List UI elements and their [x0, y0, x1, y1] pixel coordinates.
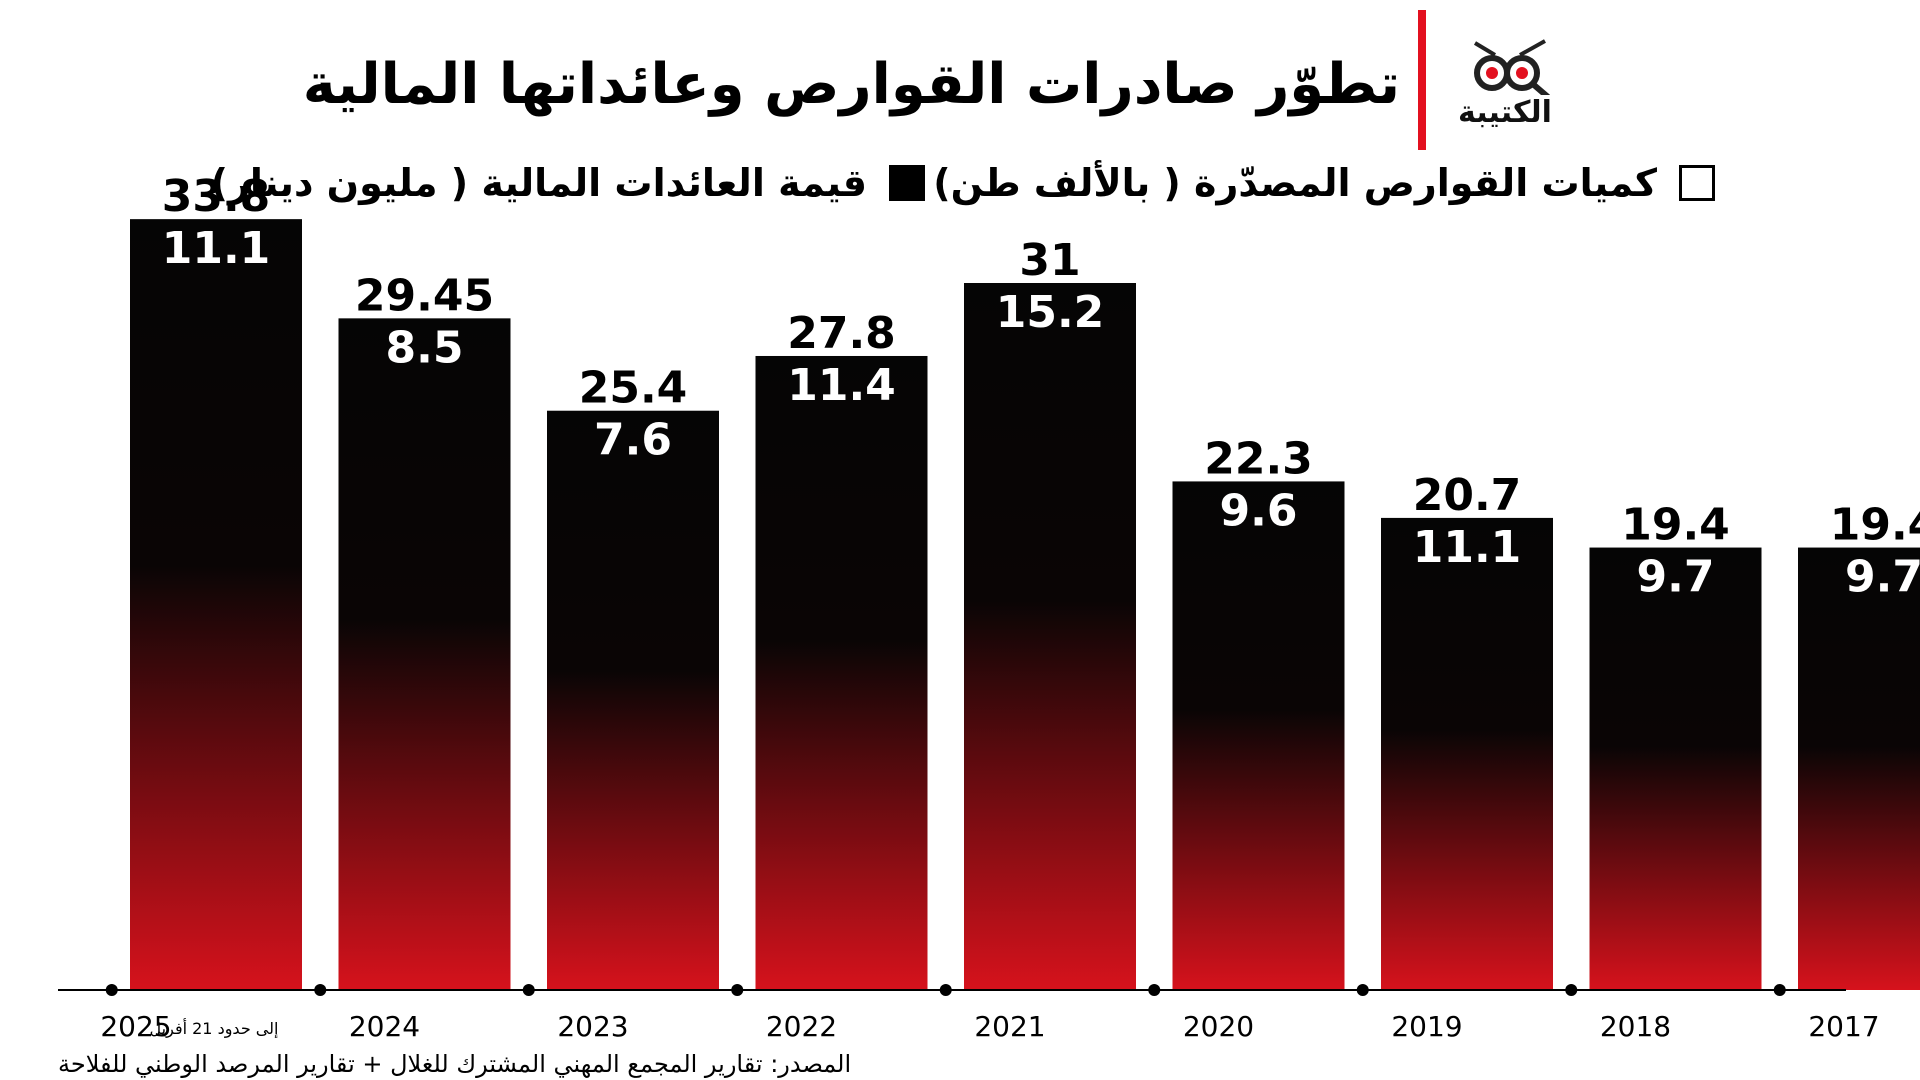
bar-2020 — [1172, 481, 1345, 990]
bar-2018 — [1589, 547, 1762, 990]
revenue-label-2018: 9.7 — [1637, 552, 1715, 603]
axis-tick-dot — [105, 984, 118, 996]
quantity-label-2021: 31 — [1019, 235, 1080, 286]
revenue-label-2017: 9.7 — [1845, 552, 1920, 603]
x-tick-2020: 2020 — [1183, 1010, 1254, 1043]
quantity-label-2020: 22.3 — [1204, 433, 1313, 484]
x-tick-2023: 2023 — [557, 1010, 628, 1043]
axis-tick-dot — [1356, 984, 1369, 996]
x-tick-2022: 2022 — [766, 1010, 837, 1043]
axis-tick-dot — [731, 984, 744, 996]
revenue-label-2020: 9.6 — [1220, 485, 1298, 536]
legend-label-quantity: كميات القوارص المصدّرة ( بالألف طن) — [933, 161, 1657, 205]
bar-2017 — [1798, 547, 1920, 990]
revenue-label-2024: 8.5 — [386, 322, 464, 373]
axis-tick-dot — [1773, 984, 1786, 996]
legend-revenue: قيمة العائدات المالية ( مليون دينار) — [211, 158, 925, 208]
quantity-label-2025: 33.8 — [162, 171, 271, 222]
legend-quantity: كميات القوارص المصدّرة ( بالألف طن) — [933, 158, 1715, 208]
bar-2022 — [755, 355, 928, 990]
legend-swatch-revenue — [889, 165, 925, 201]
chart-title: تطوّر صادرات القوارص وعائداتها المالية — [302, 52, 1400, 117]
quantity-label-2018: 19.4 — [1621, 500, 1730, 551]
quantity-label-2024: 29.45 — [355, 270, 494, 321]
bar-2019 — [1381, 517, 1553, 990]
quantity-label-2017: 19.4 — [1830, 500, 1920, 551]
x-tick-2024: 2024 — [349, 1010, 420, 1043]
x-tick-2017: 2017 — [1808, 1010, 1879, 1043]
quantity-label-2019: 20.7 — [1413, 470, 1522, 521]
category-note: إلى حدود 21 أفريل — [150, 1018, 279, 1039]
axis-tick-dot — [314, 984, 327, 996]
axis-tick-dot — [939, 984, 952, 996]
revenue-label-2025: 11.1 — [162, 223, 271, 274]
bar-2021 — [964, 283, 1136, 990]
revenue-label-2023: 7.6 — [594, 415, 672, 466]
bar-2023 — [547, 410, 719, 990]
quantity-label-2022: 27.8 — [787, 308, 896, 359]
legend-swatch-quantity — [1679, 165, 1715, 201]
revenue-label-2021: 15.2 — [996, 287, 1105, 338]
legend-label-revenue: قيمة العائدات المالية ( مليون دينار) — [210, 161, 867, 205]
source-note: المصدر: تقارير المجمع المهني المشترك للغ… — [58, 1050, 852, 1078]
binoculars-icon — [1473, 39, 1550, 100]
bar-2024 — [338, 318, 511, 991]
logo: الكتيبة — [1440, 35, 1570, 135]
quantity-label-2023: 25.4 — [579, 363, 688, 414]
x-tick-2025: 2025 — [100, 1010, 171, 1043]
axis-tick-dot — [522, 984, 535, 996]
bar-2025 — [130, 219, 302, 990]
revenue-label-2019: 11.1 — [1413, 522, 1522, 573]
x-tick-2019: 2019 — [1391, 1010, 1462, 1043]
x-tick-2021: 2021 — [974, 1010, 1045, 1043]
revenue-label-2022: 11.4 — [787, 360, 896, 411]
logo-text: الكتيبة — [1458, 95, 1552, 130]
axis-tick-dot — [1565, 984, 1578, 996]
title-divider — [1418, 10, 1426, 150]
x-tick-2018: 2018 — [1600, 1010, 1671, 1043]
axis-tick-dot — [1148, 984, 1161, 996]
